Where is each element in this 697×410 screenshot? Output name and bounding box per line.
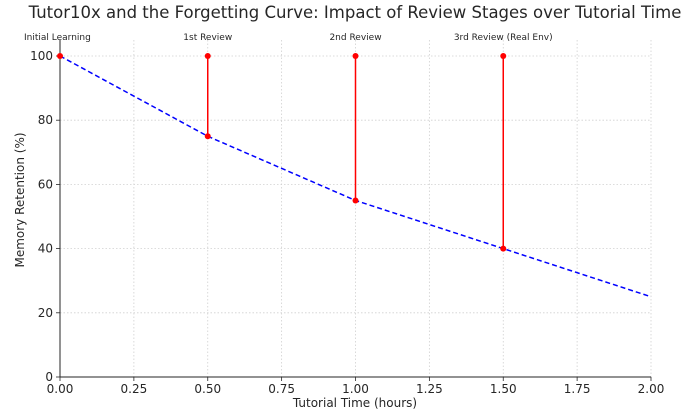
axes (56, 40, 652, 381)
annotations: Initial Learning 1st Review 2nd Review 3rd … (24, 33, 553, 43)
y-tick-label: 60 (38, 177, 53, 191)
y-tick-label: 100 (30, 49, 53, 63)
y-tick-label: 80 (38, 113, 53, 127)
x-tick-label: 1.00 (342, 382, 369, 396)
x-tick-labels: 0.00 0.25 0.50 0.75 1.00 1.25 1.50 1.75 2.00 (47, 382, 665, 396)
review-segments (207, 56, 504, 249)
review-top-point (204, 53, 211, 59)
review-bottom-point (500, 245, 507, 252)
x-tick-label: 0.25 (121, 382, 148, 396)
y-tick-label: 20 (38, 306, 53, 320)
y-tick-labels: 0 20 40 60 80 100 (30, 49, 53, 384)
chart-title: Tutor10x and the Forgetting Curve: Impac… (28, 3, 682, 22)
x-tick-label: 0.75 (268, 382, 295, 396)
review-top-point (500, 53, 507, 59)
review-annotation: 1st Review (183, 33, 232, 43)
data-points (57, 53, 507, 252)
review-annotation: 3rd Review (Real Env) (454, 33, 553, 43)
x-tick-label: 0.00 (47, 382, 74, 396)
y-tick-label: 40 (38, 242, 53, 256)
x-tick-label: 1.50 (490, 382, 517, 396)
x-tick-label: 2.00 (638, 382, 665, 396)
review-top-point (352, 53, 359, 59)
review-bottom-point (204, 133, 211, 140)
review-top-point (57, 53, 63, 59)
y-axis-label: Memory Retention (%) (13, 132, 27, 267)
review-annotation: 2nd Review (329, 33, 381, 43)
review-bottom-point (352, 197, 359, 204)
review-annotation: Initial Learning (24, 33, 91, 43)
x-tick-label: 0.50 (194, 382, 221, 396)
y-tick-label: 0 (45, 370, 53, 384)
x-axis-label: Tutorial Time (hours) (292, 396, 417, 410)
x-tick-label: 1.75 (564, 382, 591, 396)
x-tick-label: 1.25 (416, 382, 443, 396)
